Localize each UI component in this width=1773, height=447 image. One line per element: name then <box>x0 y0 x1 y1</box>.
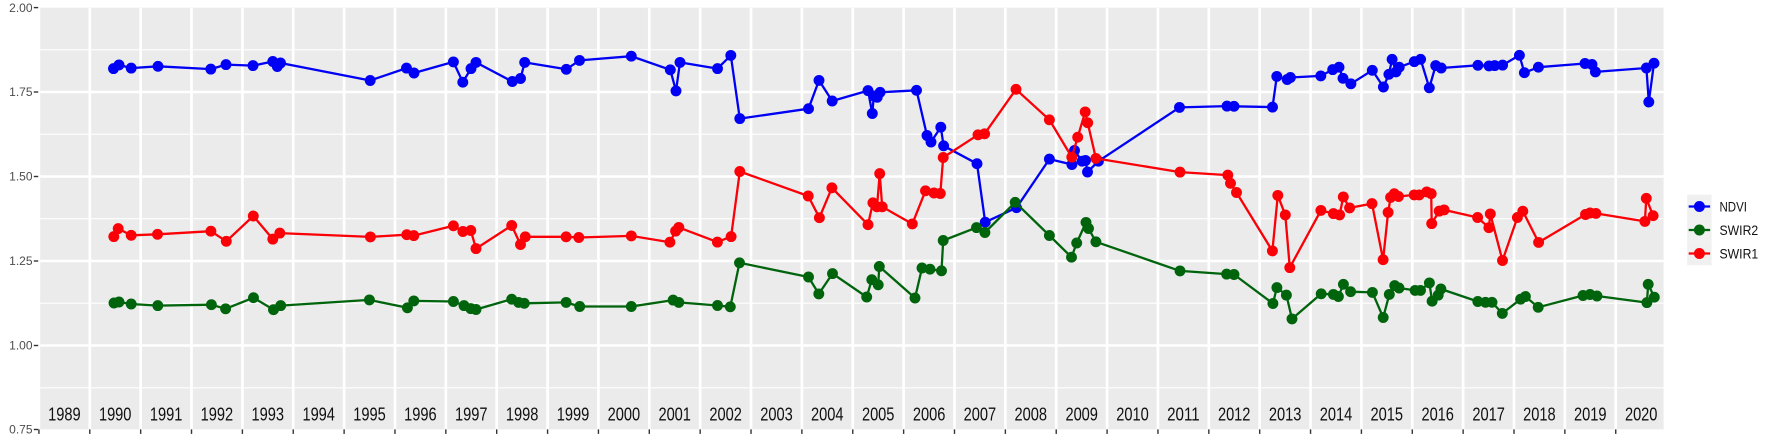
svg-text:2019: 2019 <box>1574 405 1607 425</box>
svg-text:2001: 2001 <box>658 405 691 425</box>
svg-text:1.75: 1.75 <box>9 85 33 99</box>
svg-text:2018: 2018 <box>1523 405 1556 425</box>
svg-text:2011: 2011 <box>1167 405 1200 425</box>
svg-text:1998: 1998 <box>506 405 539 425</box>
svg-text:2006: 2006 <box>913 405 946 425</box>
svg-text:1999: 1999 <box>557 405 590 425</box>
svg-text:SWIR1: SWIR1 <box>1720 246 1759 261</box>
svg-text:2012: 2012 <box>1218 405 1251 425</box>
svg-text:2004: 2004 <box>811 405 844 425</box>
svg-text:1995: 1995 <box>353 405 386 425</box>
svg-text:2007: 2007 <box>964 405 997 425</box>
svg-text:2020: 2020 <box>1625 405 1658 425</box>
svg-text:2008: 2008 <box>1015 405 1048 425</box>
svg-text:2009: 2009 <box>1065 405 1098 425</box>
svg-text:1990: 1990 <box>99 405 132 425</box>
svg-text:2000: 2000 <box>608 405 641 425</box>
svg-text:1989: 1989 <box>48 405 81 425</box>
svg-text:2015: 2015 <box>1371 405 1404 425</box>
svg-text:2017: 2017 <box>1472 405 1505 425</box>
svg-text:1.50: 1.50 <box>9 170 33 184</box>
svg-text:NDVI: NDVI <box>1720 199 1748 214</box>
svg-text:2002: 2002 <box>709 405 742 425</box>
svg-text:2003: 2003 <box>760 405 793 425</box>
svg-text:1991: 1991 <box>150 405 183 425</box>
svg-text:1992: 1992 <box>201 405 234 425</box>
svg-text:2014: 2014 <box>1320 405 1353 425</box>
svg-text:2.00: 2.00 <box>9 1 33 15</box>
svg-text:2005: 2005 <box>862 405 895 425</box>
svg-text:1997: 1997 <box>455 405 488 425</box>
svg-text:1994: 1994 <box>302 405 335 425</box>
svg-text:1.25: 1.25 <box>9 254 33 268</box>
svg-text:1.00: 1.00 <box>9 339 33 353</box>
svg-text:1996: 1996 <box>404 405 437 425</box>
svg-text:SWIR2: SWIR2 <box>1720 223 1759 238</box>
svg-text:2016: 2016 <box>1421 405 1454 425</box>
svg-text:2010: 2010 <box>1116 405 1149 425</box>
svg-text:0.75: 0.75 <box>9 423 33 437</box>
svg-text:2013: 2013 <box>1269 405 1302 425</box>
svg-text:1993: 1993 <box>252 405 285 425</box>
